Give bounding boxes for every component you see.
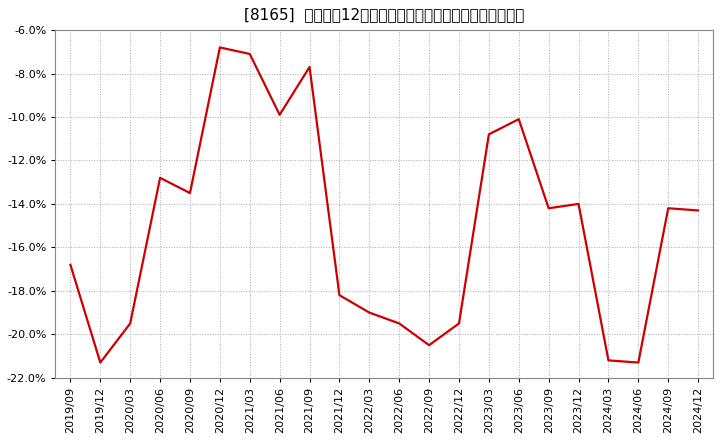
Title: [8165]  売上高の12か月移動合計の対前年同期増減率の推移: [8165] 売上高の12か月移動合計の対前年同期増減率の推移 bbox=[244, 7, 524, 22]
